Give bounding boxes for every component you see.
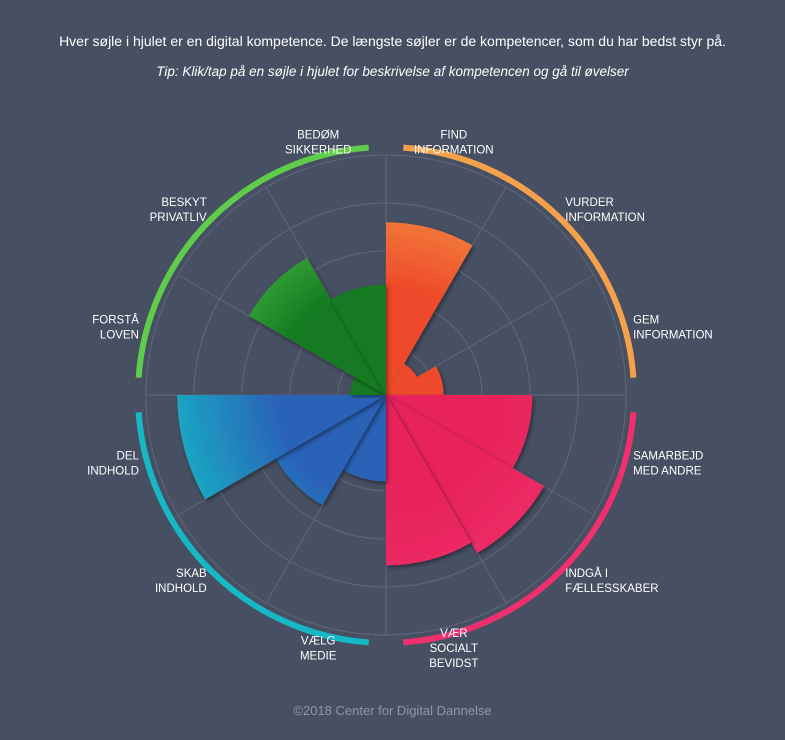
bar-samarbejd-med-andre[interactable] — [386, 395, 533, 469]
bar-bedøm-sikkerhed[interactable] — [330, 284, 386, 395]
label-line: DEL — [117, 450, 140, 462]
label-vurder-information[interactable]: VURDER INFORMATION — [565, 197, 645, 224]
label-line: VÆR — [440, 628, 467, 640]
bar-forstå-loven[interactable] — [350, 377, 386, 395]
copyright-text: ©2018 Center for Digital Dannelse — [293, 703, 492, 718]
label-beskyt-privatliv[interactable]: BESKYT PRIVATLIV — [150, 197, 207, 224]
label-skab-indhold[interactable]: SKAB INDHOLD — [155, 568, 207, 595]
label-line: INFORMATION — [633, 330, 713, 342]
label-bedøm-sikkerhed[interactable]: BEDØM SIKKERHED — [285, 129, 351, 156]
label-line: BESKYT — [161, 197, 206, 209]
label-line: LOVEN — [100, 330, 139, 342]
label-line: FÆLLESSKABER — [565, 583, 658, 595]
label-line: FIND — [440, 129, 467, 141]
label-line: SAMARBEJD — [633, 450, 703, 462]
rim-arc-green — [135, 144, 369, 378]
label-find-information[interactable]: FIND INFORMATION — [414, 129, 494, 156]
label-del-indhold[interactable]: DEL INDHOLD — [87, 450, 139, 477]
bar-gem-information[interactable] — [386, 366, 444, 395]
label-line: GEM — [633, 315, 659, 327]
label-line: VÆLG — [301, 636, 336, 648]
label-line: INDGÅ I — [565, 567, 608, 580]
label-gem-information[interactable]: GEM INFORMATION — [633, 315, 713, 342]
bar-del-indhold[interactable] — [177, 395, 386, 500]
bar-vurder-information[interactable] — [386, 363, 418, 395]
label-line: BEVIDST — [429, 658, 478, 670]
wheel-rim — [135, 144, 637, 646]
wheel-labels: FIND INFORMATION VURDER INFORMATION GEM INFOR… — [87, 129, 713, 670]
bar-indgå-i-fællesskaber[interactable] — [386, 395, 544, 553]
grid-spoke — [177, 274, 387, 396]
label-line: MED ANDRE — [633, 465, 702, 477]
label-line: MEDIE — [300, 651, 337, 663]
intro-text: Hver søjle i hjulet er en digital kompet… — [59, 33, 726, 49]
bar-beskyt-privatliv[interactable] — [248, 257, 386, 395]
label-line: FORSTÅ — [92, 314, 139, 327]
label-line: INFORMATION — [414, 144, 494, 156]
label-vær-socialt-bevidst[interactable]: VÆR SOCIALT BEVIDST — [429, 628, 478, 670]
label-forstå-loven[interactable]: FORSTÅ LOVEN — [92, 314, 139, 342]
rim-arc-cyan — [135, 412, 369, 646]
label-line: INDHOLD — [87, 465, 139, 477]
wheel-bars — [177, 222, 544, 566]
tip-text: Tip: Klik/tap på en søjle i hjulet for b… — [156, 64, 629, 79]
bar-vælg-medie[interactable] — [342, 395, 386, 482]
bar-skab-indhold[interactable] — [275, 395, 386, 506]
label-samarbejd-med-andre[interactable]: SAMARBEJD MED ANDRE — [633, 450, 703, 477]
grid-spoke — [385, 274, 595, 396]
bar-vær-socialt-bevidst[interactable] — [386, 395, 472, 566]
label-line: BEDØM — [297, 129, 339, 141]
label-line: INFORMATION — [565, 212, 645, 224]
rim-arc-orange — [403, 144, 637, 378]
bar-find-information[interactable] — [386, 222, 473, 395]
label-line: VURDER — [565, 197, 614, 209]
label-line: PRIVATLIV — [150, 212, 207, 224]
label-vælg-medie[interactable]: VÆLG MEDIE — [300, 636, 337, 663]
label-line: SOCIALT — [430, 643, 478, 655]
label-indgå-i-fællesskaber[interactable]: INDGÅ I FÆLLESSKABER — [565, 567, 658, 595]
label-line: SKAB — [176, 568, 207, 580]
rim-arc-pink — [403, 412, 637, 646]
label-line: SIKKERHED — [285, 144, 351, 156]
label-line: INDHOLD — [155, 583, 207, 595]
